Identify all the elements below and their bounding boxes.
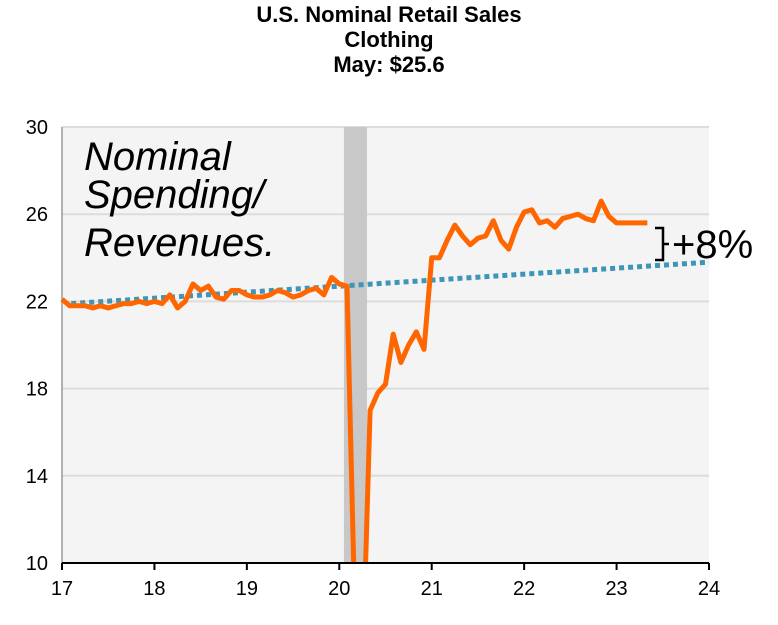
annotation-text: Revenues.	[84, 221, 275, 265]
x-tick-label: 22	[513, 578, 535, 600]
annotation-text: Spending/	[84, 173, 268, 217]
x-tick-label: 23	[605, 578, 627, 600]
series-line-clothing	[363, 198, 648, 564]
y-tick-label: 22	[26, 291, 48, 313]
chart-title: U.S. Nominal Retail Sales	[256, 2, 522, 27]
trend-line	[71, 259, 710, 307]
y-tick-label: 14	[26, 466, 48, 488]
y-tick-label: 30	[26, 117, 48, 139]
x-tick-label: 21	[421, 578, 443, 600]
x-tick-label: 17	[51, 578, 73, 600]
x-tick-label: 24	[698, 578, 720, 600]
y-tick-label: 18	[26, 379, 48, 401]
bracket-icon	[655, 226, 669, 262]
chart-subtitle: Clothing	[344, 27, 434, 52]
chart-subtitle-latest: May: $25.6	[333, 52, 445, 77]
y-tick-label: 26	[26, 204, 48, 226]
x-tick-label: 20	[328, 578, 350, 600]
annotation-text: Nominal	[84, 135, 232, 179]
x-tick-label: 18	[143, 578, 165, 600]
y-tick-label: 10	[26, 553, 48, 575]
x-tick-label: 19	[236, 578, 258, 600]
series-line-clothing	[60, 274, 357, 564]
percent-gap-label: +8%	[672, 223, 753, 267]
